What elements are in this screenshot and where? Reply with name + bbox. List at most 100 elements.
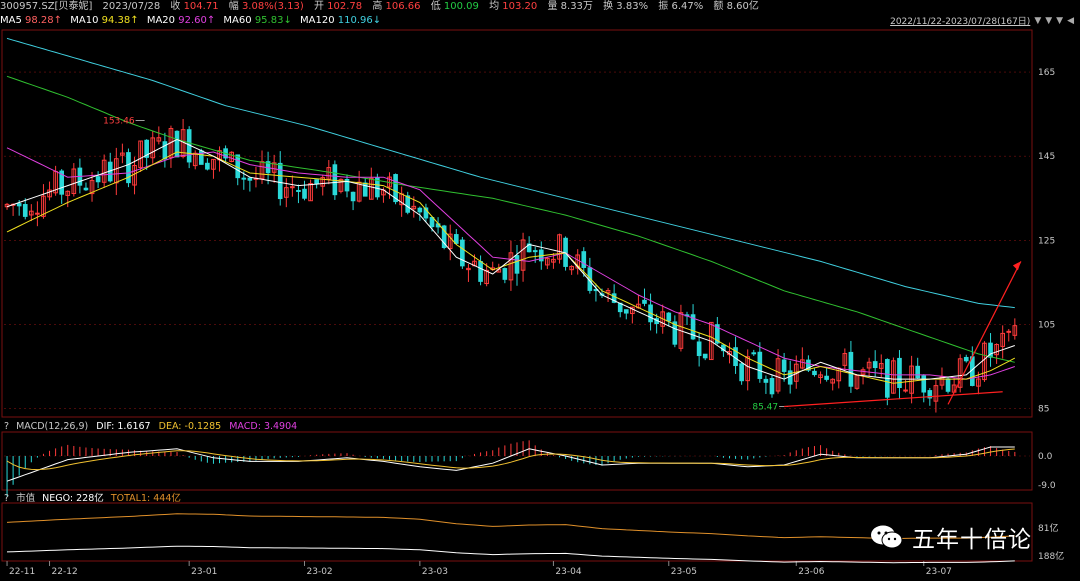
ma60-label: MA60 <box>223 15 252 26</box>
candle-body <box>903 389 908 392</box>
ma5-value: 98.28↑ <box>25 15 63 26</box>
candle-body <box>806 359 811 371</box>
candle-body <box>150 137 156 159</box>
candle-body <box>933 385 939 402</box>
candle-body <box>277 162 283 200</box>
candle-body <box>526 243 532 253</box>
nego-label: NEGO: <box>42 493 74 504</box>
candle-body <box>957 358 963 388</box>
candle-body <box>909 365 914 394</box>
candle-body <box>623 309 629 314</box>
candle-body <box>915 365 921 379</box>
candle-body <box>290 186 295 189</box>
macd-help-icon[interactable]: ? <box>4 421 10 432</box>
candle-body <box>350 191 356 202</box>
y-tick-label: 165 <box>1038 68 1055 78</box>
nego-panel-frame <box>1 502 1033 562</box>
nav-left-icon[interactable]: ◀ <box>1067 15 1074 26</box>
date-range-bar: 2022/11/22-2023/07/28(167日) ▼ ▼ ▼ ◀ <box>890 14 1074 28</box>
ma-legend: MA5 98.28↑ MA10 94.38↑ MA20 92.60↑ MA60 … <box>0 14 1080 28</box>
macd-macd-label: MACD: <box>229 421 261 432</box>
ma10-line <box>6 151 1016 384</box>
nego-help-icon[interactable]: ? <box>4 493 10 504</box>
candle-body <box>842 353 848 366</box>
low-value: 100.09 <box>443 1 479 12</box>
ma60-line <box>6 75 1015 363</box>
candle-body <box>368 177 374 200</box>
macd-name: MACD(12,26,9) <box>16 421 89 432</box>
candle-body <box>581 251 587 268</box>
ma120-label: MA120 <box>300 15 335 26</box>
candle-body <box>502 268 508 280</box>
candle-body <box>514 255 520 274</box>
macd-dif-value: 1.6167 <box>117 421 151 432</box>
ma120-value: 110.96↓ <box>337 15 382 26</box>
candle-body <box>411 205 417 210</box>
candle-body <box>781 359 787 372</box>
watermark-text: 五年十倍论 <box>912 527 1032 553</box>
candle-body <box>356 181 362 202</box>
candle-body <box>283 187 289 198</box>
candle-body <box>666 312 672 322</box>
candle-body <box>551 258 556 263</box>
x-tick-label: 22-12 <box>52 567 78 577</box>
candle-body <box>47 189 52 198</box>
candle-body <box>65 190 71 196</box>
candle-body <box>478 261 483 282</box>
candle-body <box>417 207 423 213</box>
watermark: 五年十倍论 <box>870 520 1032 554</box>
candle-body <box>642 299 647 304</box>
candle-body <box>690 314 696 340</box>
candle-body <box>156 137 162 142</box>
nav-down-icon-3[interactable]: ▼ <box>1056 15 1064 26</box>
candle-body <box>229 151 234 162</box>
stock-code: 300957.SZ[贝泰妮] <box>0 1 93 12</box>
change-label: 幅 <box>228 1 239 12</box>
x-tick-label: 23-02 <box>307 567 333 577</box>
x-tick-label: 23-03 <box>422 567 448 577</box>
price-annotation: 85.47 <box>752 403 778 413</box>
candle-body <box>447 233 453 250</box>
candle-body <box>375 177 380 198</box>
candle-body <box>162 141 168 160</box>
candle-body <box>545 257 550 266</box>
candle-body <box>818 374 823 379</box>
main-panel-frame <box>1 29 1033 418</box>
turnover-value: 3.83% <box>616 1 649 12</box>
candle-body <box>423 207 429 219</box>
candle-body <box>769 378 775 395</box>
candle-body <box>126 152 131 184</box>
candle-body <box>715 324 720 344</box>
nav-down-icon-2[interactable]: ▼ <box>1045 15 1053 26</box>
macd-dif-line <box>6 446 1015 482</box>
macd-tick-label: 0.0 <box>1038 452 1053 462</box>
candle-body <box>976 378 981 387</box>
candle-body <box>696 341 702 357</box>
nego-line <box>6 545 1015 564</box>
candle-body <box>101 159 107 183</box>
macd-dea-line <box>6 448 1015 471</box>
nav-down-icon[interactable]: ▼ <box>1034 15 1042 26</box>
candle-body <box>1006 330 1012 333</box>
candle-body <box>259 161 265 180</box>
support-trend-line <box>784 391 1003 408</box>
candle-body <box>830 378 836 384</box>
candle-body <box>557 234 562 260</box>
macd-dea-label: DEA: <box>158 421 182 432</box>
avg-value: 103.20 <box>502 1 538 12</box>
nego-tick-label: 81亿 <box>1038 522 1058 534</box>
candle-body <box>824 375 829 380</box>
candle-body <box>441 225 447 249</box>
trend-arrow-line <box>947 261 1022 405</box>
x-tick-label: 23-01 <box>191 567 217 577</box>
quote-date: 2023/07/28 <box>102 1 161 12</box>
candle-body <box>144 139 149 158</box>
nego-legend: ? 市值 NEGO: 228亿 TOTAL1: 444亿 <box>0 493 1080 505</box>
macd-dea-value: -0.1285 <box>184 421 222 432</box>
ma60-value: 95.83↓ <box>254 15 292 26</box>
nego-value: 228亿 <box>76 493 104 504</box>
candle-body <box>95 176 101 183</box>
y-tick-label: 85 <box>1038 405 1049 415</box>
macd-legend: ? MACD(12,26,9) DIF: 1.6167 DEA: -0.1285… <box>0 421 1080 433</box>
candle-body <box>59 170 64 195</box>
